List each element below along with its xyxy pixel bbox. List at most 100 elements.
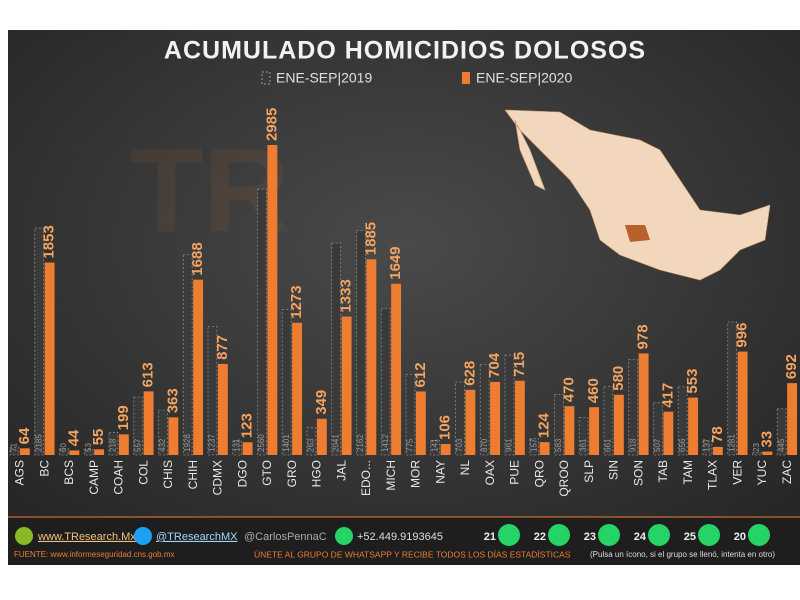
value-label-2020: 553 xyxy=(684,369,701,394)
bar-2020 xyxy=(316,418,327,455)
x-tick-label: NL xyxy=(458,460,472,476)
value-label-2019: 218 xyxy=(109,438,118,452)
value-label-2020: 64 xyxy=(16,427,33,444)
value-label-2020: 78 xyxy=(709,426,726,443)
bar-2020 xyxy=(292,322,303,455)
bar-2020 xyxy=(539,442,550,455)
value-label-2019: 557 xyxy=(133,438,142,452)
bar-2019 xyxy=(529,438,540,456)
x-tick-label: SIN xyxy=(607,460,621,480)
whatsapp-icon[interactable] xyxy=(598,524,620,546)
value-label-2019: 1412 xyxy=(381,434,390,452)
value-label-2020: 613 xyxy=(140,362,157,387)
whatsapp-icon[interactable] xyxy=(648,524,670,546)
value-label-2019: 157 xyxy=(529,438,538,452)
x-tick-label: JAL xyxy=(334,460,348,481)
x-tick-label: YUC xyxy=(755,460,769,486)
x-tick-label: AGS xyxy=(13,460,27,485)
bar-2019 xyxy=(479,364,490,456)
value-label-2019: 60 xyxy=(59,443,68,452)
value-label-2020: 349 xyxy=(313,390,330,415)
value-label-2019: 71 xyxy=(10,443,19,452)
bar-2019 xyxy=(380,307,391,456)
x-tick-label: BCS xyxy=(62,460,76,485)
value-label-2019: 2041 xyxy=(331,434,340,452)
bar-2019 xyxy=(108,431,119,456)
x-tick-label: CAMP xyxy=(87,460,101,495)
bar-2020 xyxy=(366,259,377,455)
twitter-icon xyxy=(134,527,152,545)
bar-2020 xyxy=(787,383,798,455)
bar-2019 xyxy=(578,417,589,456)
bar-2020 xyxy=(638,353,649,455)
bar-2020 xyxy=(490,381,501,455)
legend-swatch xyxy=(462,72,470,84)
x-tick-label: HGO xyxy=(310,460,324,487)
background xyxy=(8,30,800,565)
bar-2020 xyxy=(217,363,228,455)
x-tick-label: VER xyxy=(730,460,744,485)
bar-2020 xyxy=(514,380,525,455)
value-label-2020: 33 xyxy=(758,431,775,448)
value-label-2019: 263 xyxy=(307,438,316,452)
web-icon xyxy=(15,527,33,545)
value-label-2020: 124 xyxy=(536,412,553,438)
legend-label: ENE-SEP|2020 xyxy=(476,70,572,86)
phone: +52.449.9193645 xyxy=(357,531,443,543)
bar-2020 xyxy=(94,449,105,455)
bar-2019 xyxy=(430,439,441,456)
bar-2019 xyxy=(356,230,366,456)
x-tick-label: MOR xyxy=(409,460,423,488)
twitter: @TResearchMX xyxy=(156,531,238,543)
bar-2020 xyxy=(69,450,80,455)
value-label-2020: 978 xyxy=(635,324,652,349)
value-label-2020: 612 xyxy=(412,362,429,387)
whatsapp-icon[interactable] xyxy=(698,524,720,546)
bar-2020 xyxy=(440,443,451,455)
bar-2019 xyxy=(257,188,267,456)
x-tick-label: COL xyxy=(136,460,150,485)
value-label-2019: 1281 xyxy=(727,434,736,452)
value-label-2020: 715 xyxy=(511,352,528,377)
bar-2019 xyxy=(9,447,20,456)
cta: ÚNETE AL GRUPO DE WHATSAPP Y RECIBE TODO… xyxy=(254,549,571,559)
value-label-2020: 417 xyxy=(659,383,676,408)
x-tick-label: DGO xyxy=(235,460,249,487)
bar-2020 xyxy=(143,391,154,455)
x-tick-label: CHIS xyxy=(161,460,175,489)
whatsapp-icon[interactable] xyxy=(748,524,770,546)
group-number: 24 xyxy=(634,531,647,543)
value-label-2019: 918 xyxy=(628,438,637,452)
value-label-2020: 996 xyxy=(734,323,751,348)
value-label-2019: 131 xyxy=(232,438,241,452)
bar-2019 xyxy=(34,227,45,456)
bar-2019 xyxy=(727,321,738,456)
value-label-2019: 53 xyxy=(84,443,93,452)
x-tick-label: TAM xyxy=(681,460,695,484)
bar-2019 xyxy=(207,326,218,456)
x-tick-label: QROO xyxy=(557,460,571,497)
legend-label: ENE-SEP|2019 xyxy=(276,70,372,86)
value-label-2020: 877 xyxy=(214,335,231,360)
value-label-2020: 580 xyxy=(610,366,627,391)
bar-2020 xyxy=(613,394,624,455)
value-label-2019: 1237 xyxy=(208,434,217,452)
value-label-2020: 1333 xyxy=(338,279,355,312)
x-tick-label: EDO... xyxy=(359,460,373,496)
value-label-2020: 363 xyxy=(164,388,181,413)
value-label-2020: 460 xyxy=(585,378,602,403)
group-number: 25 xyxy=(684,531,696,543)
whatsapp-icon[interactable] xyxy=(548,524,570,546)
bar-2020 xyxy=(118,434,129,455)
whatsapp-icon[interactable] xyxy=(498,524,520,546)
bar-2020 xyxy=(391,283,402,455)
value-label-2020: 470 xyxy=(560,377,577,402)
x-tick-label: CDMX xyxy=(211,460,225,495)
value-label-2019: 445 xyxy=(777,438,786,452)
x-tick-label: QRO xyxy=(532,460,546,487)
twitter2: @CarlosPennaC xyxy=(244,531,327,543)
bar-2019 xyxy=(83,449,94,456)
bar-2020 xyxy=(663,411,674,455)
bar-2019 xyxy=(776,408,787,456)
